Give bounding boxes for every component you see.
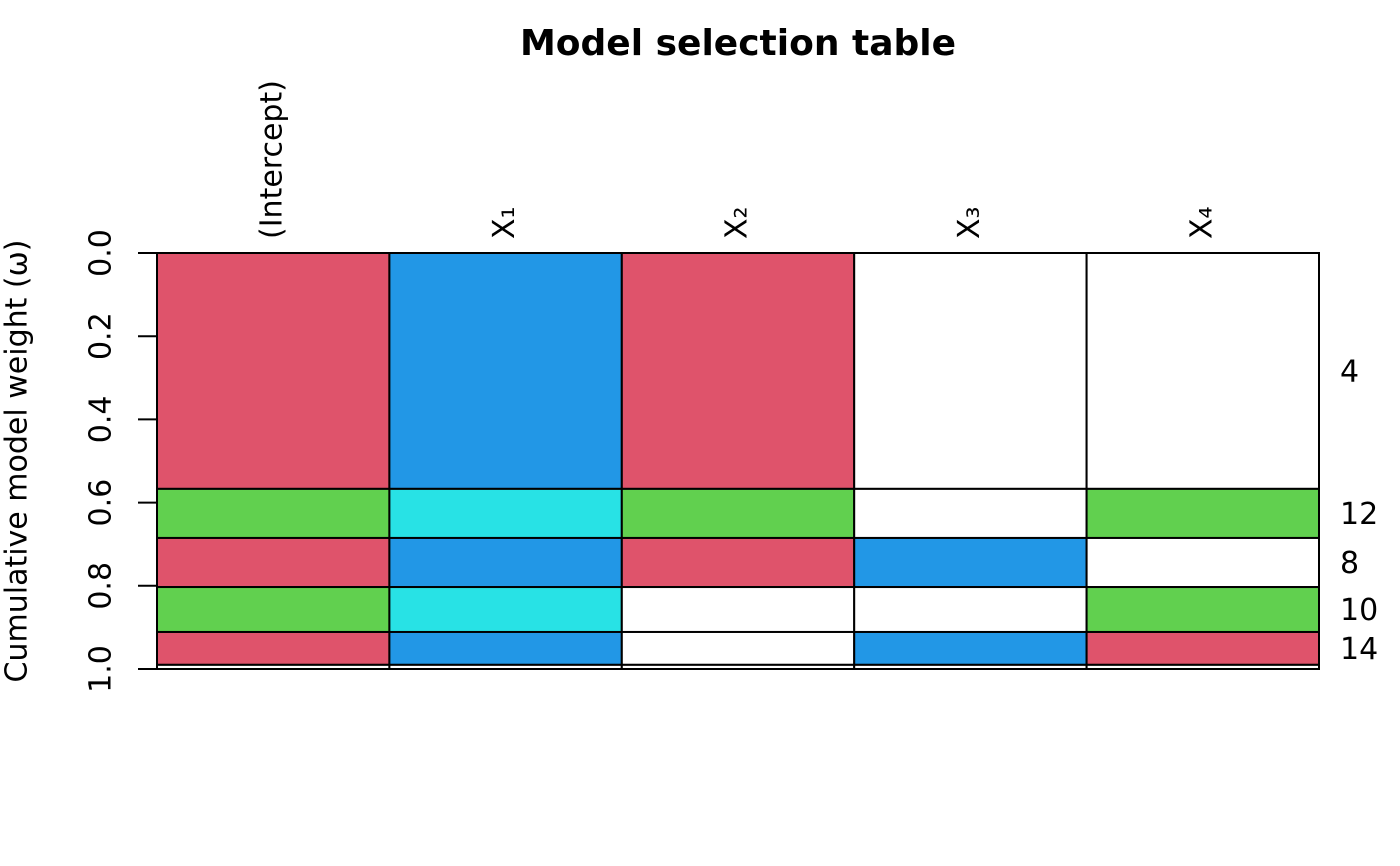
cell (853, 487, 1088, 539)
cell (1085, 663, 1320, 671)
cell (1085, 586, 1320, 633)
cell (620, 252, 856, 490)
y-tick-label: 0.0 (84, 229, 119, 277)
cell (156, 487, 391, 539)
cell (388, 586, 623, 633)
cell (853, 630, 1088, 666)
cell (853, 586, 1088, 633)
cell (156, 586, 391, 633)
cell (853, 536, 1088, 589)
column-label: X₃ (952, 206, 987, 239)
cell (620, 536, 856, 589)
y-axis-label: Cumulative model weight (ω) (0, 240, 35, 683)
y-tick-label: 0.6 (84, 479, 119, 527)
cell (620, 586, 856, 633)
column-label: X₁ (487, 206, 522, 239)
y-tick-label: 1.0 (84, 645, 119, 693)
chart-title: Model selection table (520, 23, 956, 64)
cell (620, 663, 856, 671)
row-label: 12 (1340, 497, 1378, 532)
column-label: (Intercept) (255, 80, 290, 239)
row-label: 4 (1340, 354, 1359, 389)
cell (1085, 536, 1320, 589)
cell (388, 487, 623, 539)
cell (388, 536, 623, 589)
cell (156, 252, 391, 490)
cell (156, 536, 391, 589)
cell (388, 630, 623, 666)
row-label: 14 (1340, 632, 1378, 667)
cell (1085, 487, 1320, 539)
column-label: X₄ (1184, 206, 1219, 239)
column-label: X₂ (720, 206, 755, 239)
y-tick-label: 0.8 (84, 562, 119, 610)
row-label: 8 (1340, 546, 1359, 581)
cell (388, 252, 623, 490)
cell (853, 252, 1088, 490)
cell (853, 663, 1088, 671)
cell (1085, 252, 1320, 490)
y-tick-label: 0.2 (84, 312, 119, 360)
y-tick-label: 0.4 (84, 396, 119, 444)
cell (620, 487, 856, 539)
cell (620, 630, 856, 666)
cell (388, 663, 623, 671)
cell (156, 630, 391, 666)
cell (156, 663, 391, 671)
cell (1085, 630, 1320, 666)
row-label: 10 (1340, 593, 1378, 628)
